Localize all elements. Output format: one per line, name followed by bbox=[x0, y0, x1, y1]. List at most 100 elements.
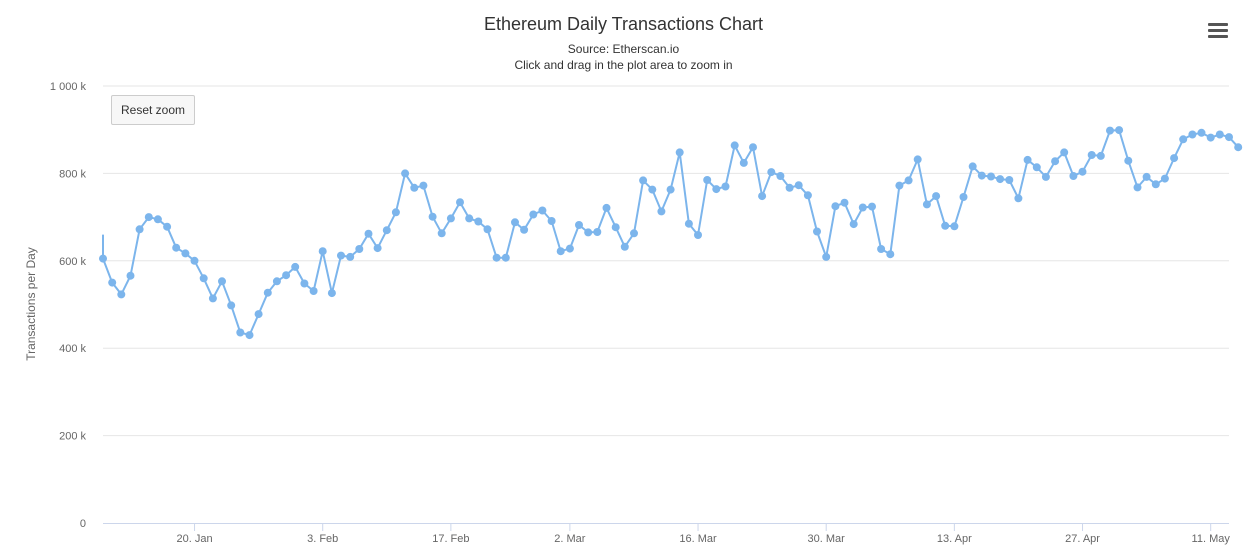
data-point[interactable] bbox=[1133, 183, 1142, 192]
data-point[interactable] bbox=[1215, 130, 1224, 139]
data-point[interactable] bbox=[1041, 172, 1050, 181]
data-point[interactable] bbox=[694, 231, 702, 239]
data-point[interactable] bbox=[446, 214, 455, 223]
data-point[interactable] bbox=[272, 277, 281, 286]
data-point[interactable] bbox=[318, 247, 327, 256]
data-point[interactable] bbox=[730, 141, 739, 150]
data-point[interactable] bbox=[373, 244, 382, 253]
data-point[interactable] bbox=[144, 213, 153, 222]
data-point[interactable] bbox=[327, 289, 336, 298]
data-point[interactable] bbox=[584, 228, 593, 237]
data-point[interactable] bbox=[108, 278, 117, 287]
data-point[interactable] bbox=[822, 252, 831, 261]
hamburger-menu-icon[interactable] bbox=[1206, 20, 1230, 42]
data-point[interactable] bbox=[135, 225, 144, 234]
data-point[interactable] bbox=[227, 301, 236, 310]
data-point[interactable] bbox=[401, 169, 410, 178]
data-point[interactable] bbox=[895, 181, 904, 190]
data-point[interactable] bbox=[721, 182, 730, 191]
data-point[interactable] bbox=[465, 214, 474, 223]
data-point[interactable] bbox=[794, 181, 803, 190]
data-point[interactable] bbox=[1014, 194, 1023, 203]
data-point[interactable] bbox=[99, 254, 107, 263]
data-point[interactable] bbox=[1115, 126, 1124, 135]
data-point[interactable] bbox=[364, 229, 373, 238]
data-point[interactable] bbox=[1179, 135, 1188, 144]
data-point[interactable] bbox=[245, 331, 254, 340]
data-point[interactable] bbox=[1078, 167, 1087, 176]
data-point[interactable] bbox=[886, 250, 895, 259]
data-point[interactable] bbox=[236, 328, 245, 337]
series-transactions[interactable] bbox=[99, 126, 1243, 340]
data-point[interactable] bbox=[996, 175, 1005, 184]
data-point[interactable] bbox=[739, 158, 748, 167]
data-point[interactable] bbox=[355, 245, 364, 253]
data-point[interactable] bbox=[1206, 133, 1215, 142]
reset-zoom-button[interactable]: Reset zoom bbox=[111, 95, 195, 125]
data-point[interactable] bbox=[758, 192, 767, 201]
data-point[interactable] bbox=[593, 228, 602, 236]
data-point[interactable] bbox=[437, 229, 446, 238]
data-point[interactable] bbox=[291, 262, 300, 271]
data-point[interactable] bbox=[813, 227, 821, 236]
data-point[interactable] bbox=[282, 271, 291, 280]
data-point[interactable] bbox=[1124, 156, 1133, 165]
data-point[interactable] bbox=[858, 203, 867, 212]
data-point[interactable] bbox=[648, 185, 657, 194]
data-point[interactable] bbox=[703, 176, 712, 184]
data-point[interactable] bbox=[666, 185, 675, 194]
data-point[interactable] bbox=[1069, 172, 1078, 180]
data-point[interactable] bbox=[1151, 180, 1160, 189]
data-point[interactable] bbox=[529, 210, 538, 219]
data-point[interactable] bbox=[868, 202, 876, 211]
data-point[interactable] bbox=[492, 253, 501, 262]
data-point[interactable] bbox=[556, 247, 565, 256]
data-point[interactable] bbox=[684, 219, 693, 228]
data-point[interactable] bbox=[218, 277, 226, 286]
data-point[interactable] bbox=[1170, 154, 1179, 163]
data-point[interactable] bbox=[565, 244, 574, 253]
data-point[interactable] bbox=[959, 193, 968, 201]
data-point[interactable] bbox=[153, 215, 162, 224]
data-point[interactable] bbox=[611, 223, 620, 232]
data-point[interactable] bbox=[172, 243, 181, 252]
data-point[interactable] bbox=[1234, 143, 1243, 152]
data-point[interactable] bbox=[511, 218, 519, 227]
data-point[interactable] bbox=[639, 176, 648, 185]
data-point[interactable] bbox=[1106, 126, 1114, 135]
data-point[interactable] bbox=[950, 222, 959, 231]
data-point[interactable] bbox=[547, 217, 556, 225]
data-point[interactable] bbox=[849, 220, 858, 229]
data-point[interactable] bbox=[941, 221, 950, 230]
data-point[interactable] bbox=[1032, 163, 1041, 172]
data-point[interactable] bbox=[877, 245, 886, 253]
data-point[interactable] bbox=[785, 183, 794, 192]
data-point[interactable] bbox=[190, 256, 199, 265]
data-point[interactable] bbox=[904, 176, 913, 185]
data-point[interactable] bbox=[1160, 174, 1169, 183]
data-point[interactable] bbox=[1225, 133, 1233, 142]
data-point[interactable] bbox=[382, 226, 391, 235]
data-point[interactable] bbox=[749, 143, 757, 152]
data-point[interactable] bbox=[1023, 155, 1032, 164]
data-point[interactable] bbox=[602, 203, 611, 212]
data-point[interactable] bbox=[1060, 148, 1069, 157]
data-point[interactable] bbox=[968, 162, 977, 171]
data-point[interactable] bbox=[410, 183, 419, 192]
data-point[interactable] bbox=[337, 251, 345, 260]
data-point[interactable] bbox=[263, 288, 272, 297]
data-point[interactable] bbox=[831, 202, 840, 211]
data-point[interactable] bbox=[117, 290, 126, 299]
data-point[interactable] bbox=[309, 287, 318, 295]
data-point[interactable] bbox=[163, 222, 172, 231]
data-point[interactable] bbox=[456, 198, 464, 207]
data-point[interactable] bbox=[1005, 176, 1014, 184]
data-point[interactable] bbox=[620, 242, 629, 251]
data-point[interactable] bbox=[181, 249, 190, 258]
data-point[interactable] bbox=[932, 192, 941, 201]
data-point[interactable] bbox=[1096, 151, 1105, 160]
data-point[interactable] bbox=[840, 198, 849, 207]
data-point[interactable] bbox=[977, 171, 986, 180]
data-point[interactable] bbox=[419, 181, 428, 190]
data-point[interactable] bbox=[776, 172, 785, 180]
